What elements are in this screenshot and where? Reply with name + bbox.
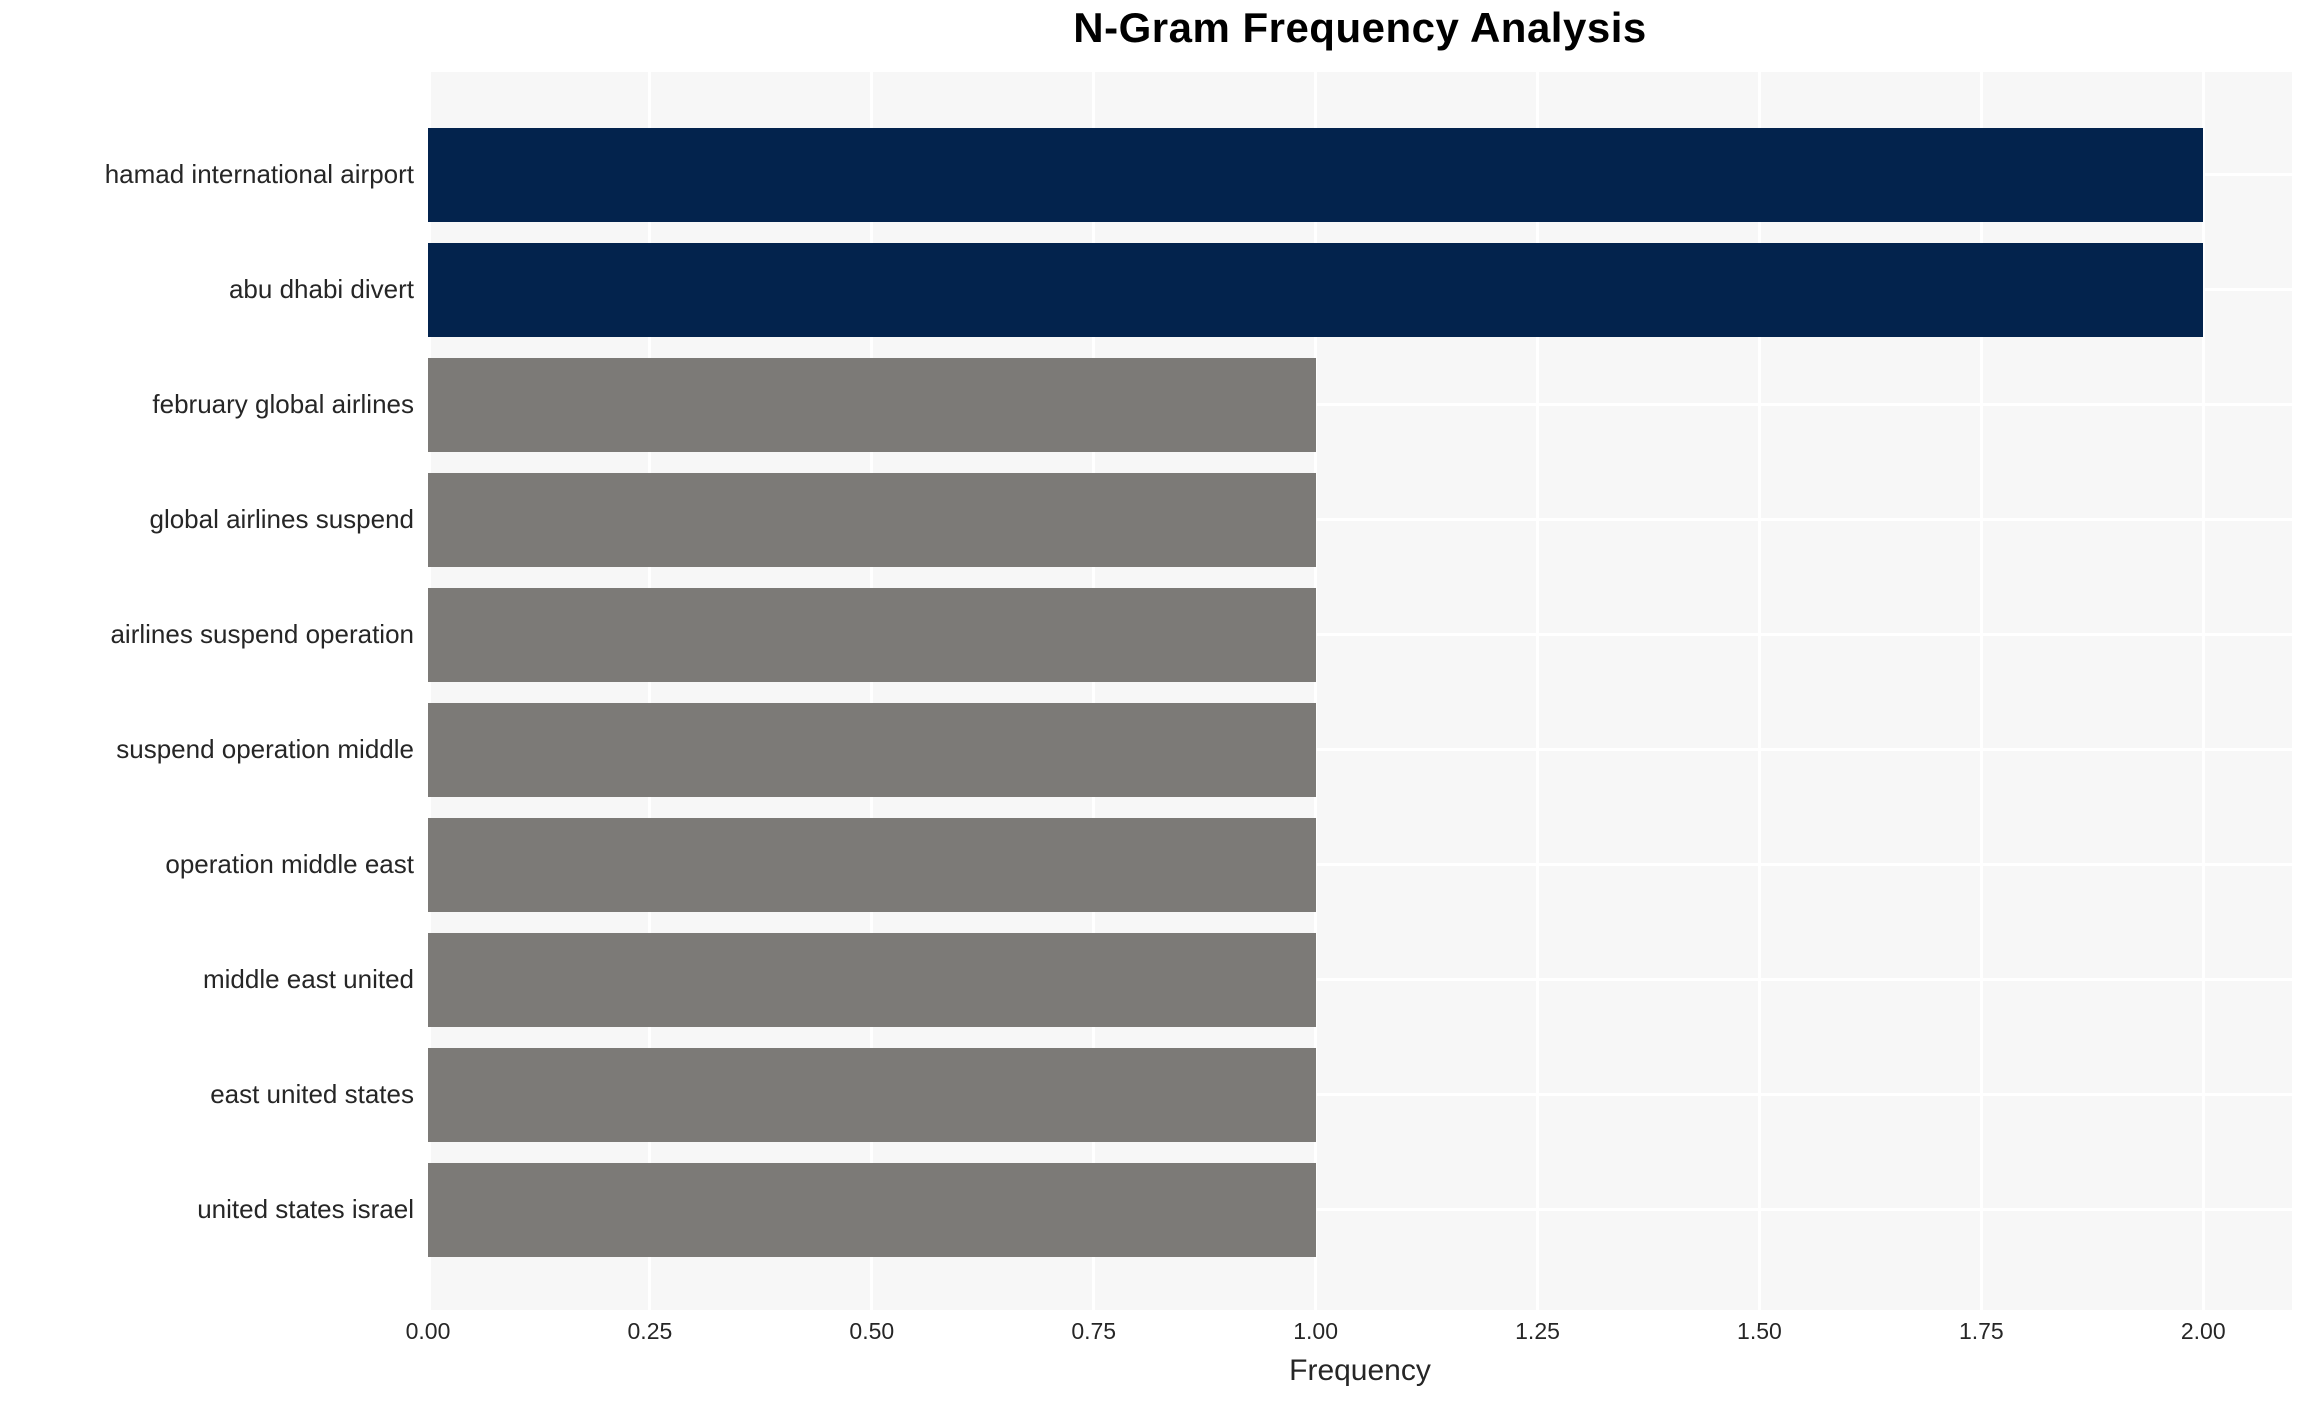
bar	[428, 1047, 1316, 1142]
horizontal-gridline	[428, 403, 2292, 406]
chart-title: N-Gram Frequency Analysis	[1073, 4, 1647, 51]
horizontal-gridline	[428, 518, 2292, 521]
bar	[428, 472, 1316, 567]
y-axis-label: suspend operation middle	[116, 734, 414, 764]
bar	[428, 817, 1316, 912]
horizontal-gridline	[428, 978, 2292, 981]
x-axis-tick-label: 1.75	[1958, 1318, 2004, 1344]
horizontal-gridline	[428, 633, 2292, 636]
vertical-gridline	[428, 72, 431, 1310]
vertical-gridline	[870, 72, 874, 1310]
y-axis-label: airlines suspend operation	[110, 619, 414, 649]
x-axis-tick-label: 0.00	[405, 1318, 451, 1344]
y-axis-label: february global airlines	[152, 389, 414, 419]
y-axis-label: hamad international airport	[104, 159, 414, 189]
y-axis-label: abu dhabi divert	[228, 274, 414, 304]
vertical-gridline	[1757, 72, 1761, 1310]
y-axis-label: east united states	[210, 1079, 414, 1109]
bar	[428, 242, 2204, 337]
x-axis-tick-label: 0.75	[1071, 1318, 1117, 1344]
x-axis-title: Frequency	[1289, 1354, 1431, 1387]
bar	[428, 127, 2204, 222]
y-axis-label: united states israel	[197, 1194, 414, 1224]
x-axis-tick-label: 2.00	[2180, 1318, 2226, 1344]
horizontal-gridline	[428, 748, 2292, 751]
vertical-gridline	[1092, 72, 1096, 1310]
y-axis-label: operation middle east	[165, 849, 414, 879]
bar	[428, 932, 1316, 1027]
x-axis-tick-label: 1.50	[1737, 1318, 1782, 1344]
horizontal-gridline	[428, 1093, 2292, 1096]
bar	[428, 357, 1316, 452]
x-axis-tick-label: 1.25	[1515, 1318, 1560, 1344]
bar	[428, 587, 1316, 682]
bar	[428, 702, 1316, 797]
x-axis-tick-label: 0.25	[627, 1318, 673, 1344]
vertical-gridline	[1314, 72, 1318, 1310]
horizontal-gridline	[428, 863, 2292, 866]
vertical-gridline	[1536, 72, 1540, 1310]
vertical-gridline	[648, 72, 652, 1310]
x-axis-tick-label: 0.50	[849, 1318, 895, 1344]
vertical-gridline	[1979, 72, 1983, 1310]
y-axis-label: global airlines suspend	[149, 504, 414, 534]
x-axis-tick-label: 1.00	[1293, 1318, 1338, 1344]
plot-area	[428, 72, 2292, 1310]
bar	[428, 1162, 1316, 1257]
y-axis-label: middle east united	[202, 964, 414, 994]
horizontal-gridline	[428, 1208, 2292, 1211]
vertical-gridline	[2201, 72, 2205, 1310]
